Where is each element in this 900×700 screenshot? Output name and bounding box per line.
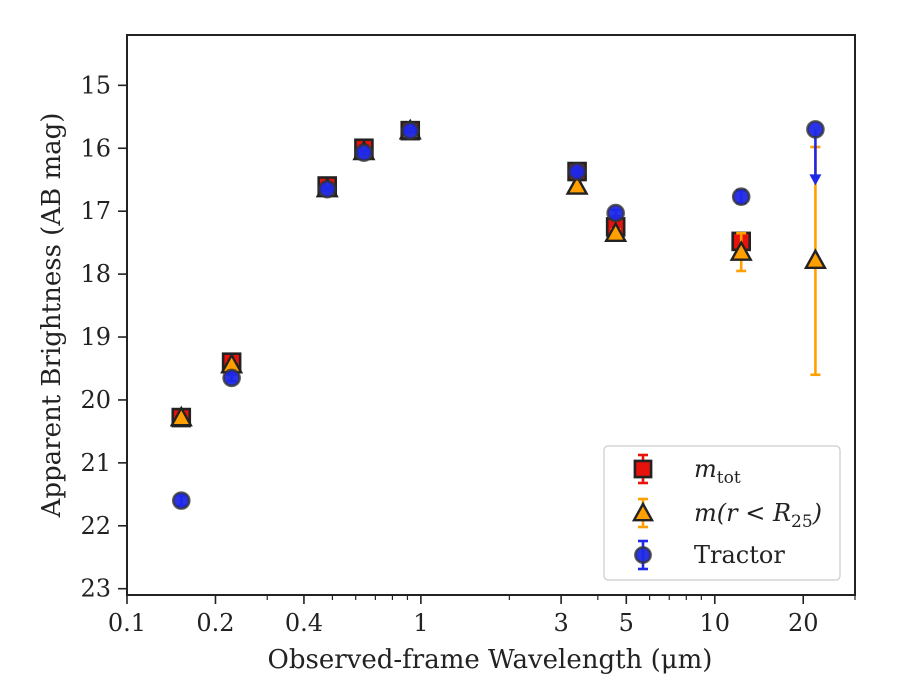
circle-legend-marker — [634, 546, 652, 564]
x-tick-label: 10 — [700, 609, 731, 637]
y-axis-label: Apparent Brightness (AB mag) — [37, 113, 67, 519]
data-point-tractor — [731, 187, 751, 207]
data-point-tractor — [400, 121, 420, 140]
data-point-tractor — [606, 203, 625, 223]
y-tick-label: 16 — [80, 134, 111, 162]
x-tick-label: 0.1 — [108, 609, 146, 637]
circle-marker — [400, 121, 420, 140]
triangle-legend-marker — [631, 501, 655, 522]
x-tick-label: 0.4 — [285, 609, 323, 637]
x-tick-label: 0.2 — [196, 609, 234, 637]
circle-marker — [171, 491, 191, 510]
plot-frame — [126, 34, 856, 596]
data-point-tractor — [354, 143, 374, 162]
circle-marker — [606, 203, 625, 223]
circle-marker — [222, 368, 241, 388]
triangle-marker — [169, 405, 193, 427]
x-tick-label: 1 — [413, 609, 428, 637]
data-point-mr25 — [169, 405, 193, 427]
triangle-marker — [604, 221, 628, 243]
x-axis-label: Observed-frame Wavelength (μm) — [268, 645, 713, 675]
data-point-tractor — [222, 368, 241, 388]
circle-marker — [317, 179, 337, 199]
triangle-marker — [803, 248, 827, 270]
y-tick-label: 18 — [80, 260, 111, 288]
y-tick-label: 15 — [80, 71, 111, 99]
legend-label: Tractor — [694, 541, 785, 569]
legend: mtot m(r < R25) Tractor — [603, 445, 841, 581]
circle-marker — [567, 162, 587, 181]
legend-entry: mtot — [633, 453, 741, 488]
axes-layer: 0.1 0.2 0.4 1 3 5 10 20 15 16 17 18 19 20 21 22 23 — [80, 34, 856, 637]
legend-entry: Tractor — [634, 539, 785, 571]
circle-marker — [806, 120, 825, 139]
y-tick-label: 22 — [80, 512, 111, 540]
data-point-tractor — [567, 162, 587, 181]
data-point-mr25 — [565, 174, 589, 195]
square-legend-marker — [633, 459, 653, 479]
data-point-mr25 — [729, 231, 753, 273]
x-tick-label: 20 — [788, 609, 819, 637]
legend-box — [603, 445, 841, 581]
circle-marker — [354, 143, 374, 162]
plot-layer — [169, 118, 827, 510]
data-point-tractor — [317, 179, 337, 199]
upper-limit-arrowhead — [809, 174, 822, 186]
legend-label: m(r < R25) — [694, 499, 822, 532]
legend-entry: m(r < R25) — [631, 497, 822, 532]
y-tick-label: 19 — [80, 323, 111, 351]
y-tick-label: 21 — [80, 449, 111, 477]
triangle-marker — [565, 174, 589, 195]
circle-marker — [731, 187, 751, 207]
y-tick-label: 20 — [80, 386, 111, 414]
x-tick-label: 5 — [619, 609, 634, 637]
data-point-tractor — [806, 120, 825, 186]
legend-label: mtot — [694, 455, 741, 488]
data-point-tractor — [171, 491, 191, 510]
y-tick-label: 23 — [80, 575, 111, 603]
y-tick-label: 17 — [80, 197, 111, 225]
data-point-mr25 — [604, 221, 628, 243]
triangle-marker — [729, 240, 753, 261]
x-tick-label: 3 — [553, 609, 568, 637]
